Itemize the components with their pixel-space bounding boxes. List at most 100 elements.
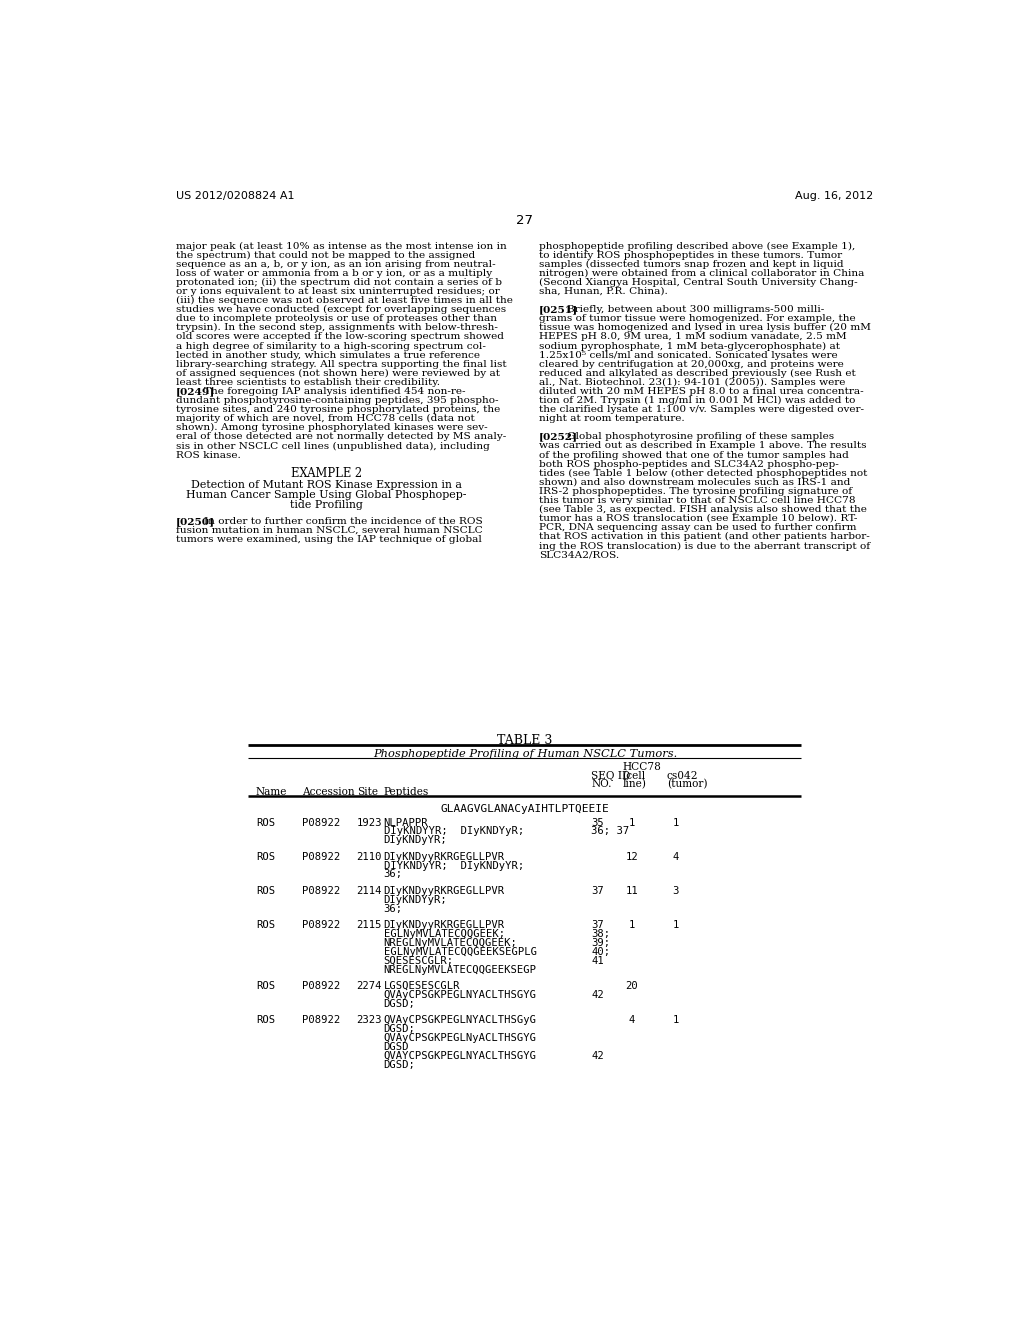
Text: the spectrum) that could not be mapped to the assigned: the spectrum) that could not be mapped t…	[176, 251, 475, 260]
Text: IRS-2 phosphopeptides. The tyrosine profiling signature of: IRS-2 phosphopeptides. The tyrosine prof…	[539, 487, 852, 496]
Text: EXAMPLE 2: EXAMPLE 2	[291, 467, 361, 480]
Text: fusion mutation in human NSCLC, several human NSCLC: fusion mutation in human NSCLC, several …	[176, 527, 482, 535]
Text: 40;: 40;	[592, 946, 610, 957]
Text: (iii) the sequence was not observed at least five times in all the: (iii) the sequence was not observed at l…	[176, 296, 513, 305]
Text: 35: 35	[592, 817, 604, 828]
Text: diluted with 20 mM HEPES pH 8.0 to a final urea concentra-: diluted with 20 mM HEPES pH 8.0 to a fin…	[539, 387, 863, 396]
Text: 2114: 2114	[356, 886, 382, 896]
Text: loss of water or ammonia from a b or y ion, or as a multiply: loss of water or ammonia from a b or y i…	[176, 269, 493, 277]
Text: DGSD;: DGSD;	[384, 1060, 416, 1069]
Text: ROS: ROS	[256, 851, 275, 862]
Text: 37: 37	[592, 920, 604, 931]
Text: NLPAPPR: NLPAPPR	[384, 817, 428, 828]
Text: 36; 37: 36; 37	[592, 826, 630, 837]
Text: tumors were examined, using the IAP technique of global: tumors were examined, using the IAP tech…	[176, 535, 482, 544]
Text: DIyKNDYYR;  DIyKNDYyR;: DIyKNDYYR; DIyKNDYyR;	[384, 826, 524, 837]
Text: QVAyCPSGKPEGLNyACLTHSGYG: QVAyCPSGKPEGLNyACLTHSGYG	[384, 1034, 537, 1043]
Text: 27: 27	[516, 214, 534, 227]
Text: trypsin). In the second step, assignments with below-thresh-: trypsin). In the second step, assignment…	[176, 323, 498, 333]
Text: least three scientists to establish their credibility.: least three scientists to establish thei…	[176, 378, 440, 387]
Text: P08922: P08922	[302, 817, 341, 828]
Text: NO.: NO.	[592, 779, 612, 789]
Text: ROS: ROS	[256, 886, 275, 896]
Text: Accession: Accession	[302, 788, 355, 797]
Text: 1: 1	[673, 1015, 679, 1026]
Text: 36;: 36;	[384, 904, 402, 913]
Text: grams of tumor tissue were homogenized. For example, the: grams of tumor tissue were homogenized. …	[539, 314, 855, 323]
Text: sha, Hunan, P.R. China).: sha, Hunan, P.R. China).	[539, 286, 668, 296]
Text: 2323: 2323	[356, 1015, 382, 1026]
Text: DIyKNDyyRKRGEGLLPVR: DIyKNDyyRKRGEGLLPVR	[384, 851, 505, 862]
Text: that ROS activation in this patient (and other patients harbor-: that ROS activation in this patient (and…	[539, 532, 869, 541]
Text: phosphopeptide profiling described above (see Example 1),: phosphopeptide profiling described above…	[539, 242, 855, 251]
Text: Peptides: Peptides	[384, 788, 429, 797]
Text: 42: 42	[592, 1051, 604, 1061]
Text: NREGLNyMVLATECQQGEEK;: NREGLNyMVLATECQQGEEK;	[384, 939, 517, 948]
Text: 2274: 2274	[356, 981, 382, 991]
Text: DIyKNDyyRKRGEGLLPVR: DIyKNDyyRKRGEGLLPVR	[384, 920, 505, 931]
Text: shown). Among tyrosine phosphorylated kinases were sev-: shown). Among tyrosine phosphorylated ki…	[176, 424, 487, 433]
Text: the clarified lysate at 1:100 v/v. Samples were digested over-: the clarified lysate at 1:100 v/v. Sampl…	[539, 405, 864, 414]
Text: cleared by centrifugation at 20,000xg, and proteins were: cleared by centrifugation at 20,000xg, a…	[539, 359, 844, 368]
Text: ROS: ROS	[256, 981, 275, 991]
Text: tide Profiling: tide Profiling	[290, 500, 362, 511]
Text: HEPES pH 8.0, 9M urea, 1 mM sodium vanadate, 2.5 mM: HEPES pH 8.0, 9M urea, 1 mM sodium vanad…	[539, 333, 847, 342]
Text: 42: 42	[592, 990, 604, 1001]
Text: DGSD;: DGSD;	[384, 999, 416, 1008]
Text: tissue was homogenized and lysed in urea lysis buffer (20 mM: tissue was homogenized and lysed in urea…	[539, 323, 870, 333]
Text: QVAyCPSGKPEGLNYACLTHSGYG: QVAyCPSGKPEGLNYACLTHSGYG	[384, 990, 537, 1001]
Text: SEQ ID: SEQ ID	[592, 771, 631, 780]
Text: cs042: cs042	[667, 771, 698, 780]
Text: protonated ion; (ii) the spectrum did not contain a series of b: protonated ion; (ii) the spectrum did no…	[176, 279, 502, 286]
Text: night at room temperature.: night at room temperature.	[539, 414, 684, 424]
Text: tyrosine sites, and 240 tyrosine phosphorylated proteins, the: tyrosine sites, and 240 tyrosine phospho…	[176, 405, 501, 414]
Text: In order to further confirm the incidence of the ROS: In order to further confirm the incidenc…	[204, 517, 482, 525]
Text: shown) and also downstream molecules such as IRS-1 and: shown) and also downstream molecules suc…	[539, 478, 850, 487]
Text: QVAyCPSGKPEGLNYACLTHSGyG: QVAyCPSGKPEGLNYACLTHSGyG	[384, 1015, 537, 1026]
Text: EGLNyMVLATECQQGEEK;: EGLNyMVLATECQQGEEK;	[384, 929, 505, 939]
Text: SQESESCGLR;: SQESESCGLR;	[384, 956, 454, 966]
Text: DIYKNDyYR;  DIyKNDyYR;: DIYKNDyYR; DIyKNDyYR;	[384, 861, 524, 871]
Text: P08922: P08922	[302, 981, 341, 991]
Text: sis in other NSCLC cell lines (unpublished data), including: sis in other NSCLC cell lines (unpublish…	[176, 441, 489, 450]
Text: Global phosphotyrosine profiling of these samples: Global phosphotyrosine profiling of thes…	[566, 433, 834, 441]
Text: of the profiling showed that one of the tumor samples had: of the profiling showed that one of the …	[539, 450, 849, 459]
Text: [0249]: [0249]	[176, 387, 215, 396]
Text: old scores were accepted if the low-scoring spectrum showed: old scores were accepted if the low-scor…	[176, 333, 504, 342]
Text: 4: 4	[673, 851, 679, 862]
Text: 4: 4	[629, 1015, 635, 1026]
Text: P08922: P08922	[302, 1015, 341, 1026]
Text: Site: Site	[356, 788, 378, 797]
Text: nitrogen) were obtained from a clinical collaborator in China: nitrogen) were obtained from a clinical …	[539, 269, 864, 279]
Text: NREGLNyMVLATECQQGEEKSEGP: NREGLNyMVLATECQQGEEKSEGP	[384, 965, 537, 974]
Text: P08922: P08922	[302, 886, 341, 896]
Text: 41: 41	[592, 956, 604, 966]
Text: library-searching strategy. All spectra supporting the final list: library-searching strategy. All spectra …	[176, 359, 507, 368]
Text: 1: 1	[629, 920, 635, 931]
Text: ROS: ROS	[256, 1015, 275, 1026]
Text: 1.25x10⁵ cells/ml and sonicated. Sonicated lysates were: 1.25x10⁵ cells/ml and sonicated. Sonicat…	[539, 351, 838, 359]
Text: 36;: 36;	[384, 870, 402, 879]
Text: tion of 2M. Trypsin (1 mg/ml in 0.001 M HCl) was added to: tion of 2M. Trypsin (1 mg/ml in 0.001 M …	[539, 396, 855, 405]
Text: a high degree of similarity to a high-scoring spectrum col-: a high degree of similarity to a high-sc…	[176, 342, 486, 351]
Text: 1923: 1923	[356, 817, 382, 828]
Text: sodium pyrophosphate, 1 mM beta-glycerophosphate) at: sodium pyrophosphate, 1 mM beta-glycerop…	[539, 342, 840, 351]
Text: 1: 1	[629, 817, 635, 828]
Text: ROS kinase.: ROS kinase.	[176, 450, 241, 459]
Text: samples (dissected tumors snap frozen and kept in liquid: samples (dissected tumors snap frozen an…	[539, 260, 844, 269]
Text: ROS: ROS	[256, 817, 275, 828]
Text: LGSQESESCGLR: LGSQESESCGLR	[384, 981, 460, 991]
Text: 3: 3	[673, 886, 679, 896]
Text: studies we have conducted (except for overlapping sequences: studies we have conducted (except for ov…	[176, 305, 506, 314]
Text: Human Cancer Sample Using Global Phosphopep-: Human Cancer Sample Using Global Phospho…	[186, 490, 467, 500]
Text: 20: 20	[626, 981, 638, 991]
Text: 2110: 2110	[356, 851, 382, 862]
Text: reduced and alkylated as described previously (see Rush et: reduced and alkylated as described previ…	[539, 368, 855, 378]
Text: 38;: 38;	[592, 929, 610, 939]
Text: 1: 1	[673, 817, 679, 828]
Text: US 2012/0208824 A1: US 2012/0208824 A1	[176, 191, 295, 201]
Text: Phosphopeptide Profiling of Human NSCLC Tumors.: Phosphopeptide Profiling of Human NSCLC …	[373, 748, 677, 759]
Text: DGSD;: DGSD;	[384, 1024, 416, 1035]
Text: [0252]: [0252]	[539, 433, 578, 441]
Text: (cell: (cell	[623, 771, 646, 781]
